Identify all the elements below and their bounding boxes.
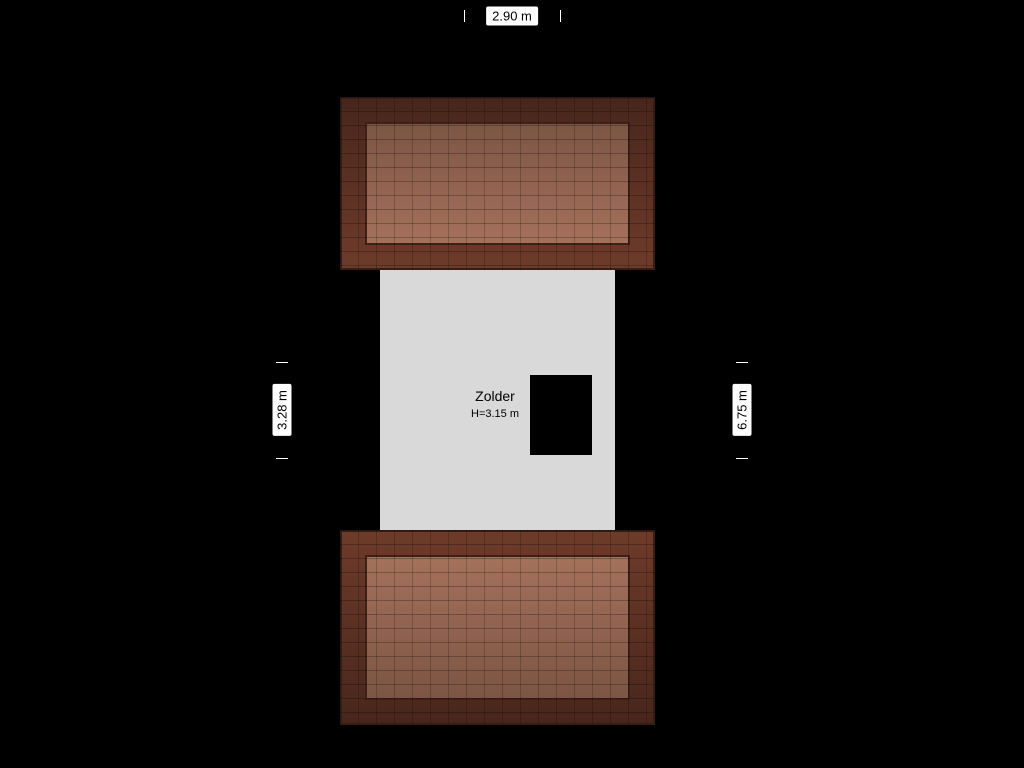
dimension-tick — [736, 362, 748, 363]
floor-opening — [530, 375, 592, 455]
dimension-right-text: 6.75 m — [735, 390, 750, 430]
dimension-tick — [736, 458, 748, 459]
roof-bottom-tiles — [340, 530, 655, 725]
dimension-top: 2.90 m — [486, 7, 538, 26]
floorplan-stage: 2.90 m 3.28 m 6.75 m Zolder H=3.15 m — [0, 0, 1024, 768]
dimension-top-text: 2.90 m — [492, 9, 532, 24]
dimension-left: 3.28 m — [273, 384, 292, 436]
dimension-tick — [276, 362, 288, 363]
dimension-right: 6.75 m — [733, 384, 752, 436]
dimension-left-text: 3.28 m — [275, 390, 290, 430]
roof-top — [340, 97, 655, 270]
roof-bottom — [340, 530, 655, 725]
roof-top-tiles — [340, 97, 655, 270]
room-name: Zolder — [455, 388, 535, 404]
dimension-tick — [276, 458, 288, 459]
room-label: Zolder H=3.15 m — [455, 388, 535, 420]
dimension-tick — [464, 10, 465, 22]
room-height: H=3.15 m — [455, 408, 535, 420]
dimension-tick — [560, 10, 561, 22]
